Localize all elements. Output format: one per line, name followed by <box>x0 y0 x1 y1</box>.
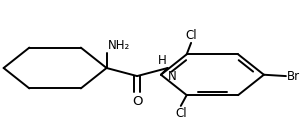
Text: Cl: Cl <box>175 107 187 120</box>
Text: Cl: Cl <box>185 29 197 42</box>
Text: N: N <box>168 70 177 83</box>
Text: Br: Br <box>287 70 300 83</box>
Text: NH₂: NH₂ <box>108 39 130 52</box>
Text: O: O <box>132 95 142 108</box>
Text: H: H <box>157 54 166 67</box>
